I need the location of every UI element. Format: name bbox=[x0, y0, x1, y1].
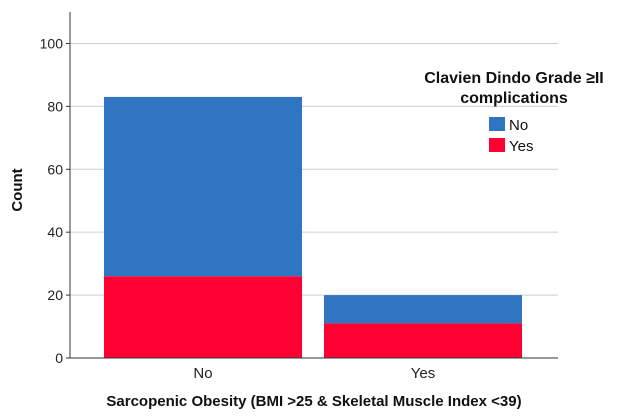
legend-entries: No Yes bbox=[489, 117, 533, 155]
bar-yes-no bbox=[324, 295, 522, 324]
bars bbox=[104, 96, 522, 358]
y-axis-title: Count bbox=[9, 168, 26, 211]
y-tick-label-100: 100 bbox=[40, 35, 64, 51]
bar-no-no bbox=[104, 96, 302, 277]
x-tick-label-no: No bbox=[193, 365, 212, 382]
y-tick-label-60: 60 bbox=[47, 161, 63, 177]
legend-title-line-1: Clavien Dindo Grade ≥II bbox=[424, 70, 603, 87]
legend-label-no: No bbox=[509, 117, 528, 134]
y-tick-labels: 0 20 40 60 80 100 bbox=[40, 35, 70, 366]
legend-swatch-yes bbox=[489, 138, 505, 152]
axes bbox=[69, 12, 558, 359]
legend-title-line-2: complications bbox=[460, 90, 568, 107]
legend-label-yes: Yes bbox=[509, 138, 533, 155]
bar-no-yes bbox=[104, 276, 302, 358]
x-tick-label-yes: Yes bbox=[411, 365, 435, 382]
y-tick-label-20: 20 bbox=[47, 287, 63, 303]
x-tick-labels: No Yes bbox=[193, 365, 435, 382]
x-axis-title: Sarcopenic Obesity (BMI >25 & Skeletal M… bbox=[106, 393, 521, 410]
y-tick-label-40: 40 bbox=[47, 224, 63, 240]
y-tick-label-0: 0 bbox=[55, 350, 63, 366]
legend-swatch-no bbox=[489, 117, 505, 131]
bar-yes-yes bbox=[324, 323, 522, 358]
legend: Clavien Dindo Grade ≥II complications No… bbox=[424, 70, 603, 155]
y-tick-label-80: 80 bbox=[47, 98, 63, 114]
